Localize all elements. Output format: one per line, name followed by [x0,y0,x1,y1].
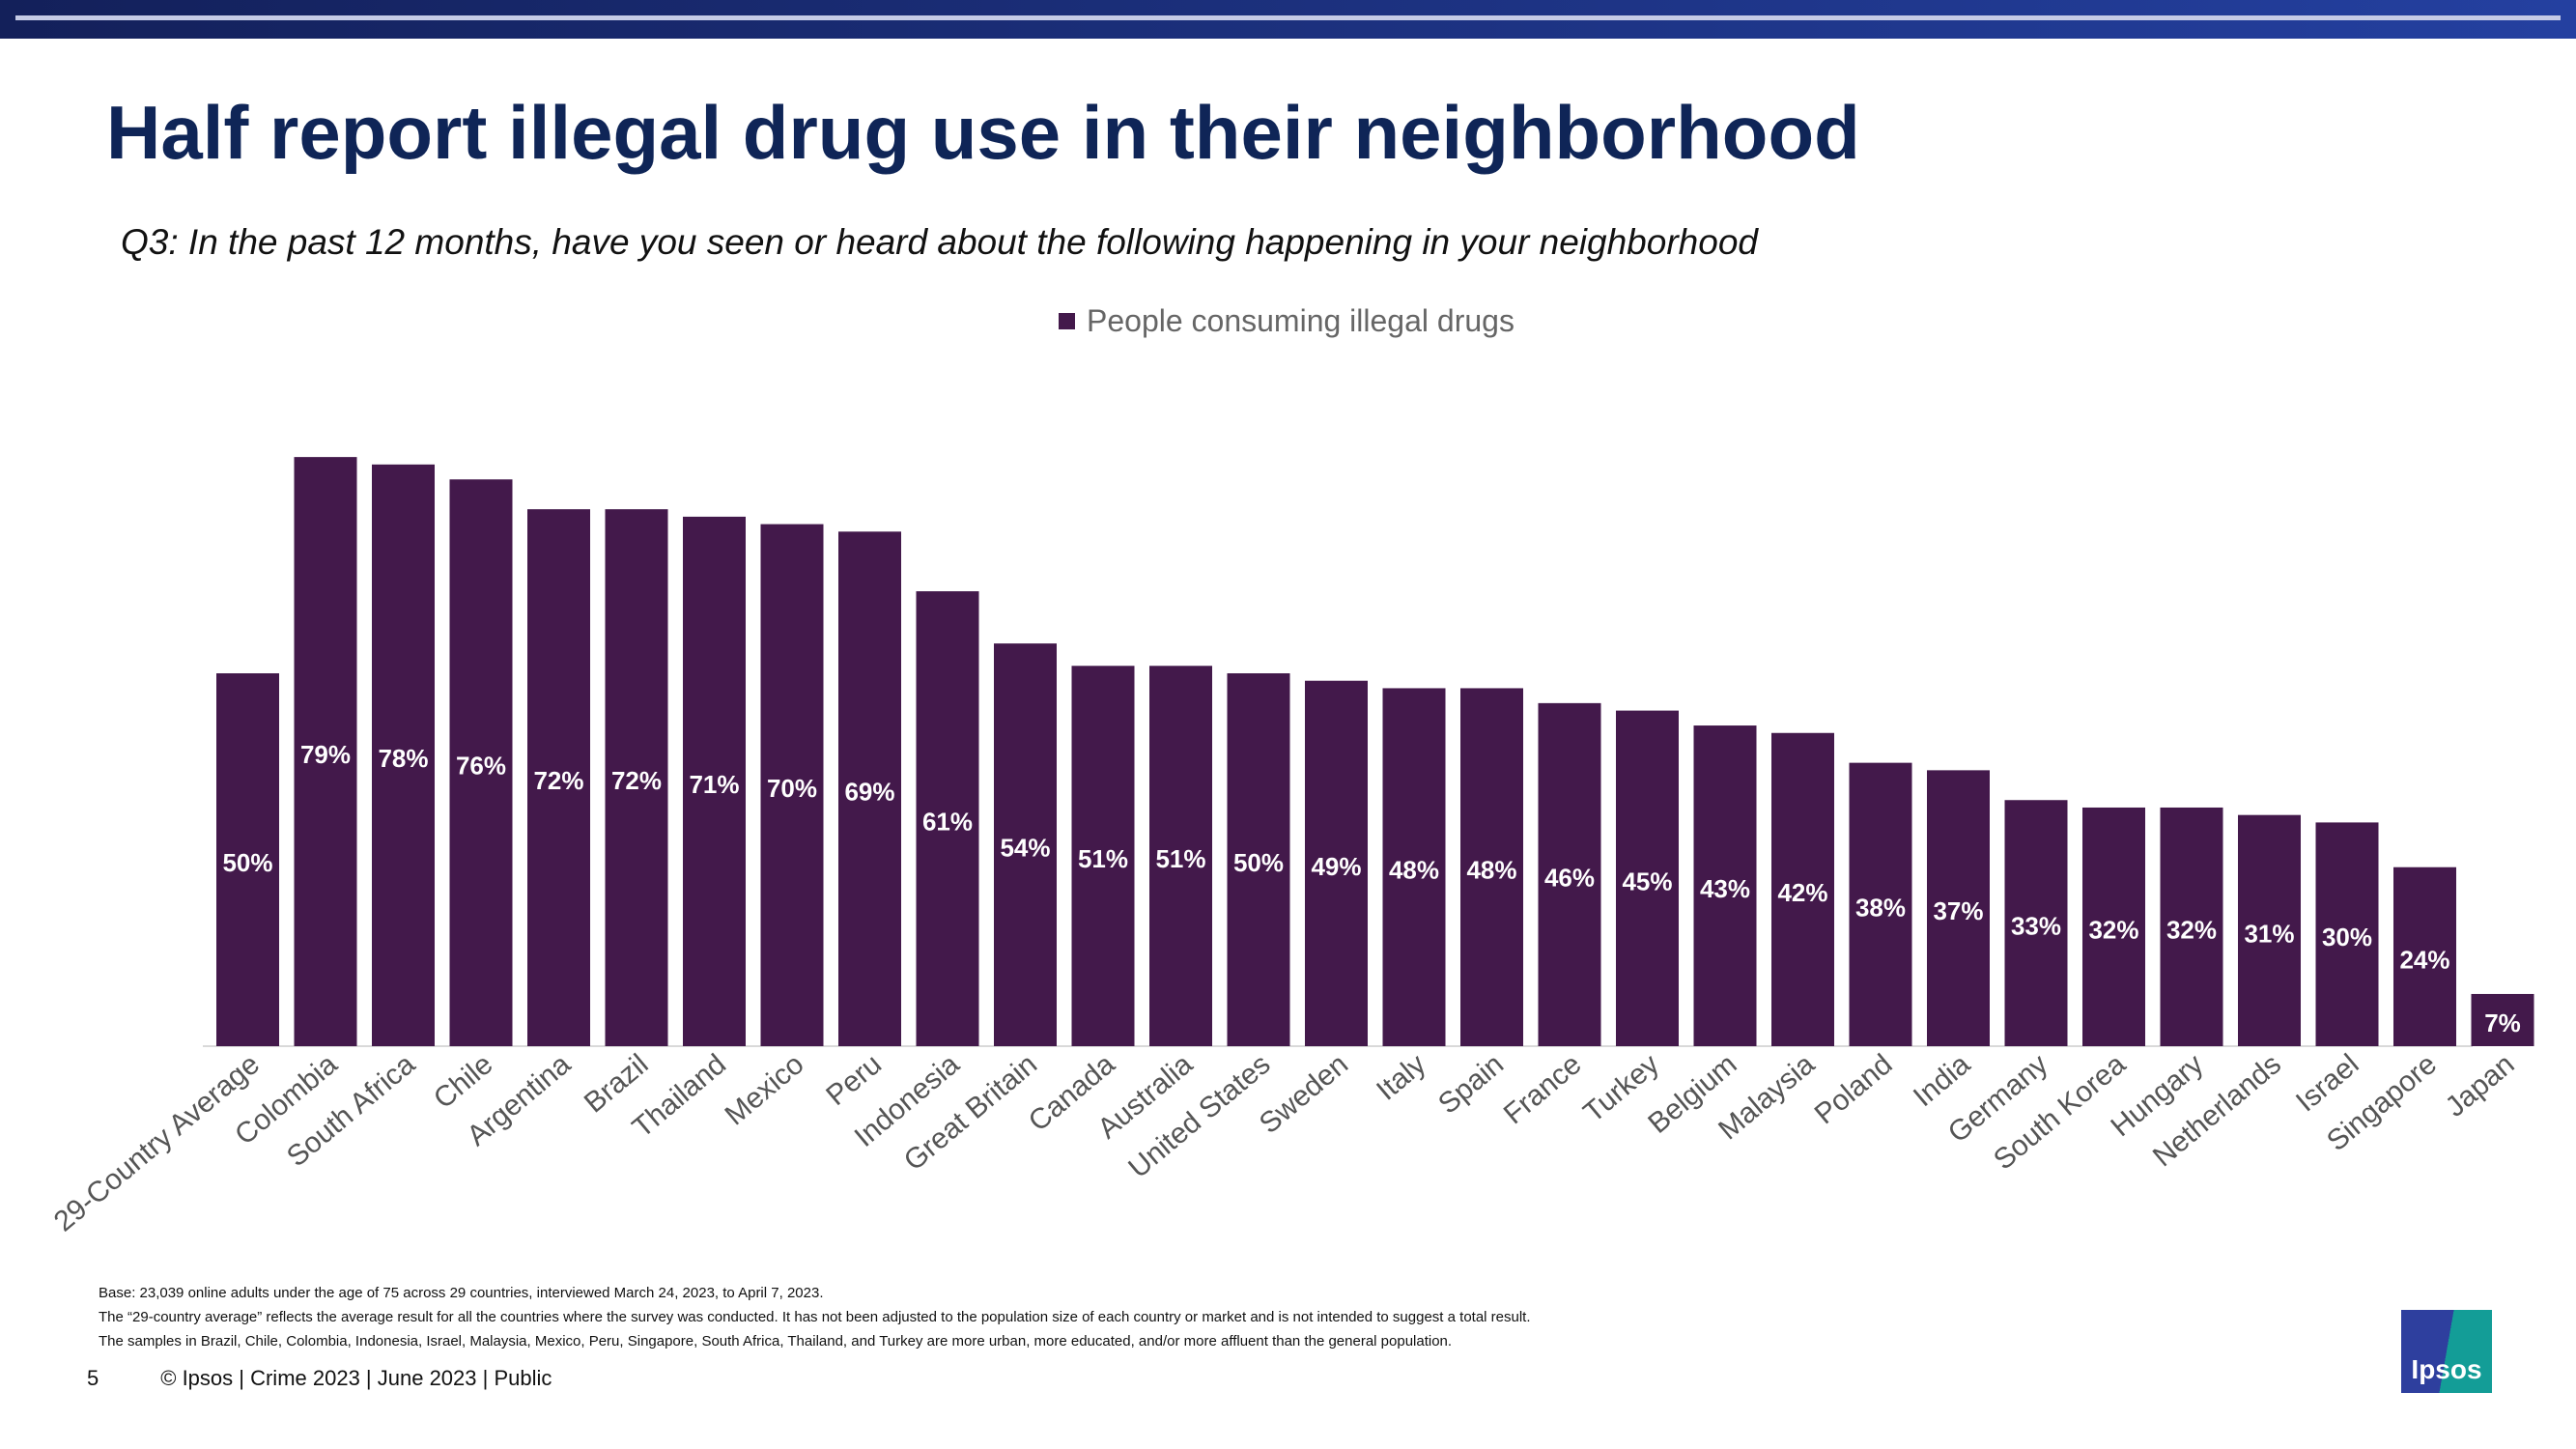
bar [1149,666,1212,1046]
data-label: 31% [2244,919,2294,948]
bar-chart: 50%29-Country Average79%Colombia78%South… [48,457,2534,1238]
top-banner [0,0,2576,39]
category-label: Sweden [1254,1048,1354,1140]
bar [1382,688,1446,1046]
bar [760,524,824,1046]
footer: 5 © Ipsos | Crime 2023 | June 2023 | Publ… [87,1366,613,1391]
category-label: India [1908,1048,1976,1113]
note-samples: The samples in Brazil, Chile, Colombia, … [99,1333,1453,1350]
category-label: France [1498,1048,1588,1130]
data-label: 71% [689,770,739,799]
bar [1616,710,1679,1046]
data-label: 50% [222,848,272,877]
category-label: Peru [820,1048,888,1112]
data-label: 33% [2011,912,2061,941]
data-label: 51% [1155,844,1205,873]
bar [527,509,590,1046]
data-label: 45% [1622,867,1672,895]
data-label: 50% [1233,848,1284,877]
legend: People consuming illegal drugs [1059,303,1514,339]
legend-swatch [1059,313,1075,329]
data-label: 42% [1777,878,1827,907]
data-label: 32% [2088,915,2138,944]
data-label: 78% [378,744,428,773]
category-label: Italy [1371,1048,1431,1107]
bar [1305,680,1368,1046]
category-label: Mexico [719,1048,809,1131]
category-label: 29-Country Average [48,1048,266,1237]
bar [1227,673,1290,1046]
page-title: Half report illegal drug use in their ne… [106,90,1860,175]
data-label: 43% [1700,874,1750,903]
data-label: 51% [1078,844,1128,873]
bar [294,457,357,1046]
bar [2160,807,2223,1046]
bar [2004,800,2068,1046]
data-label: 76% [456,752,506,781]
data-label: 61% [922,808,973,837]
bar [1071,666,1135,1046]
data-label: 30% [2322,923,2372,952]
data-label: 46% [1544,863,1595,892]
bar [1927,770,1990,1046]
note-average: The “29-country average” reflects the av… [99,1309,1531,1325]
data-label: 72% [533,766,583,795]
data-label: 70% [767,774,817,803]
data-label: 72% [611,766,662,795]
data-label: 38% [1855,893,1906,922]
bar [372,464,435,1047]
bar [605,509,668,1046]
data-label: 79% [300,740,351,769]
note-base: Base: 23,039 online adults under the age… [99,1285,824,1301]
data-label: 69% [844,778,894,807]
category-label: Japan [2440,1048,2521,1123]
bar [1538,702,1601,1046]
legend-label: People consuming illegal drugs [1087,303,1514,338]
data-label: 48% [1466,856,1516,885]
bar [683,516,746,1046]
bar [449,479,513,1046]
ipsos-logo: Ipsos [2401,1310,2492,1393]
footer-text: © Ipsos | Crime 2023 | June 2023 | Publi… [160,1366,552,1390]
data-label: 48% [1389,856,1439,885]
bar [2238,814,2301,1046]
bar [2393,867,2456,1046]
bar [1771,732,1834,1046]
category-label: Poland [1809,1048,1899,1130]
data-label: 54% [1000,834,1050,863]
bar [1693,725,1757,1046]
bar [2315,822,2379,1046]
data-label: 32% [2166,915,2217,944]
page-number: 5 [87,1366,99,1390]
category-label: Great Britain [898,1048,1043,1178]
bar [216,673,279,1046]
bar [2471,993,2534,1046]
bar [1849,762,1912,1046]
bar [994,643,1057,1046]
data-label: 7% [2484,1009,2521,1037]
data-label: 24% [2399,945,2449,974]
data-label: 49% [1311,852,1361,881]
bar [2082,807,2145,1046]
bar [916,591,979,1046]
question-subtitle: Q3: In the past 12 months, have you seen… [121,222,1758,262]
banner-line [15,15,2561,20]
category-label: Spain [1432,1048,1510,1121]
bar [838,531,901,1046]
bar [1460,688,1523,1046]
data-label: 37% [1933,896,1983,925]
